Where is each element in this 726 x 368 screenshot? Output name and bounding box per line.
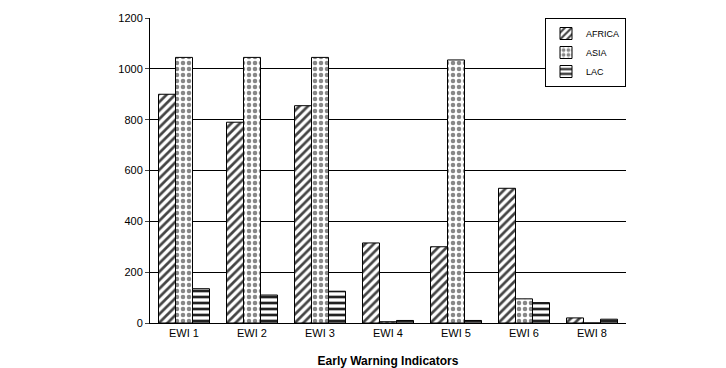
svg-text:0: 0 [137,317,143,329]
svg-text:EWI 6: EWI 6 [509,327,539,339]
svg-text:EWI 8: EWI 8 [577,327,607,339]
svg-text:EWI 2: EWI 2 [237,327,267,339]
svg-text:EWI 4: EWI 4 [373,327,403,339]
svg-text:Early Warning Indicators: Early Warning Indicators [318,354,459,368]
svg-text:AFRICA: AFRICA [586,29,619,39]
svg-text:400: 400 [124,215,142,227]
svg-text:1200: 1200 [118,12,142,24]
svg-text:LAC: LAC [586,67,604,77]
svg-text:EWI 1: EWI 1 [169,327,199,339]
svg-text:EWI 3: EWI 3 [305,327,335,339]
svg-text:600: 600 [124,164,142,176]
svg-text:1000: 1000 [118,63,142,75]
svg-text:ASIA: ASIA [586,48,607,58]
svg-text:200: 200 [124,266,142,278]
svg-text:EWI 5: EWI 5 [441,327,471,339]
svg-text:800: 800 [124,114,142,126]
